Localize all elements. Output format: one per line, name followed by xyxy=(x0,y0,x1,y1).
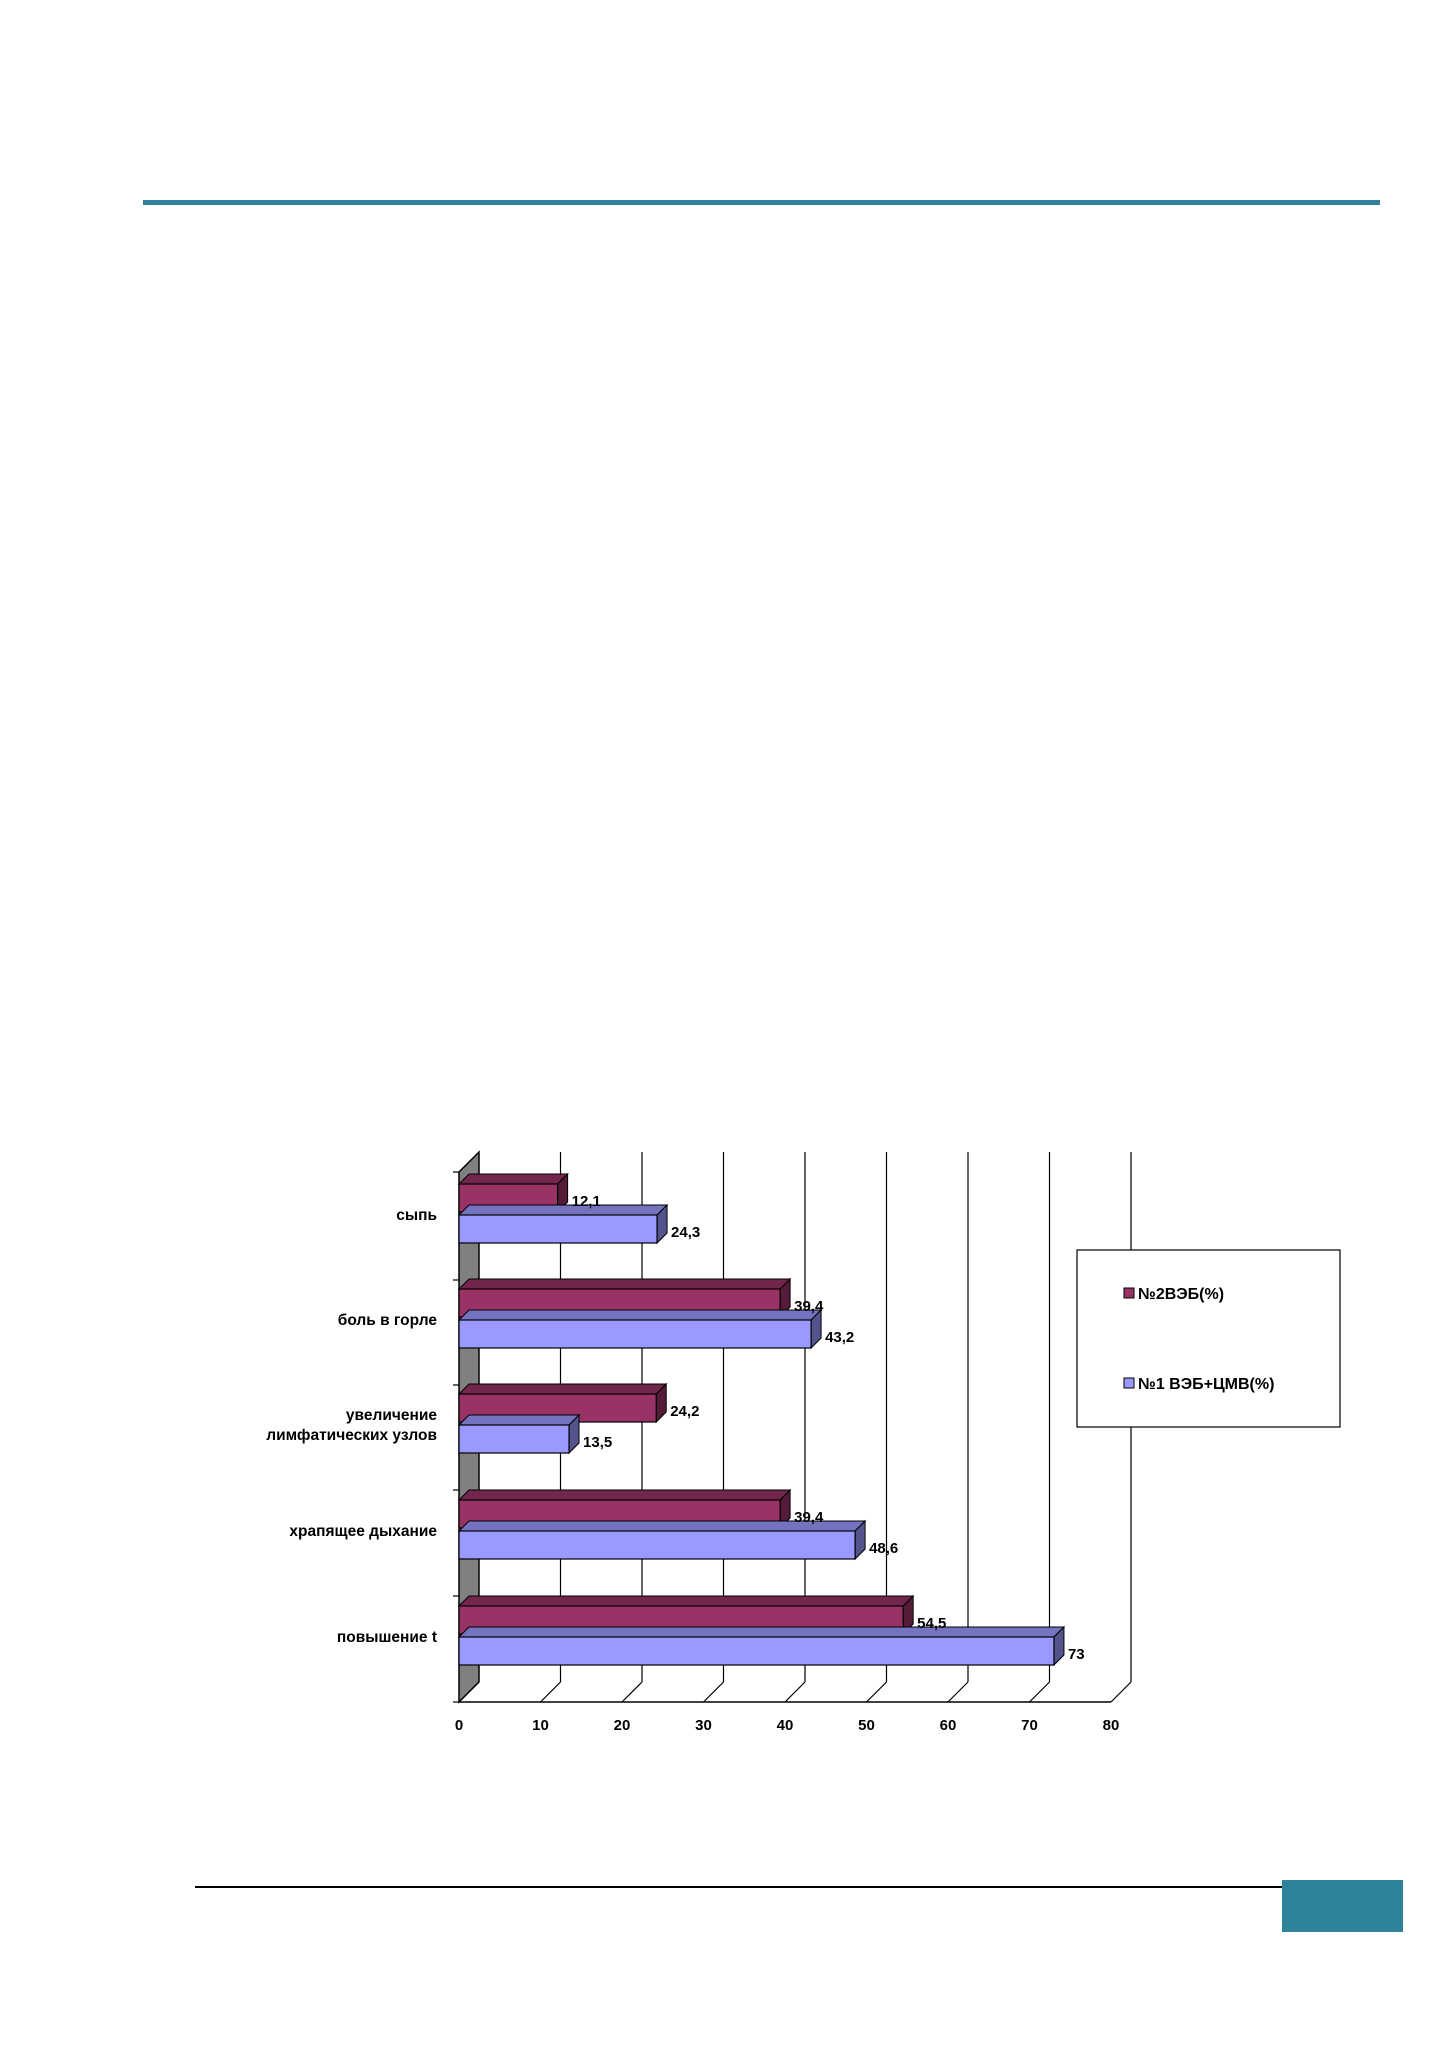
floor-line xyxy=(621,1681,643,1703)
chart-bars xyxy=(457,1172,1066,1667)
x-tick-label: 20 xyxy=(614,1717,631,1734)
legend-swatch xyxy=(1123,1287,1135,1299)
category-label: лимфатических узлов xyxy=(266,1427,437,1444)
data-label: 39,4 xyxy=(794,1509,824,1526)
data-label: 24,3 xyxy=(671,1224,700,1241)
x-tick-label: 50 xyxy=(858,1717,875,1734)
category-label: увеличение xyxy=(346,1407,437,1424)
x-tick-label: 10 xyxy=(532,1717,549,1734)
x-tick-label: 40 xyxy=(777,1717,794,1734)
category-label: боль в горле xyxy=(338,1312,438,1329)
x-tick-label: 30 xyxy=(695,1717,712,1734)
chart-axes xyxy=(453,1171,1111,1703)
bar-top-face xyxy=(457,1414,581,1426)
floor-line xyxy=(703,1681,724,1703)
bar-top-face xyxy=(457,1309,823,1321)
bar-top-face xyxy=(457,1489,792,1501)
data-label: 54,5 xyxy=(917,1615,946,1632)
category-label: сыпь xyxy=(396,1207,437,1224)
x-tick-label: 60 xyxy=(940,1717,957,1734)
chart-labels: 0 10 20 30 40 50 60 70 80 сыпь боль в горле увеличе… xyxy=(266,1193,1119,1734)
floor-line xyxy=(1110,1681,1132,1703)
bar xyxy=(458,1636,1055,1666)
bar-top-face xyxy=(457,1204,669,1216)
bar xyxy=(458,1214,658,1244)
data-label: 48,6 xyxy=(869,1540,898,1557)
bar xyxy=(458,1319,812,1349)
bar-top-face xyxy=(457,1173,569,1185)
bar xyxy=(458,1424,570,1454)
bar-top-face xyxy=(457,1595,915,1607)
x-tick-label: 0 xyxy=(455,1717,463,1734)
floor-line xyxy=(458,1681,480,1703)
data-label: 73 xyxy=(1068,1646,1085,1663)
legend-label: №1 ВЭБ+ЦМВ(%) xyxy=(1138,1376,1274,1393)
floor-line xyxy=(784,1681,806,1703)
legend-label: №2ВЭБ(%) xyxy=(1138,1286,1224,1303)
chart-legend: №2ВЭБ(%) №1 ВЭБ+ЦМВ(%) xyxy=(1076,1249,1341,1428)
data-label: 13,5 xyxy=(583,1434,612,1451)
bar-top-face xyxy=(457,1278,792,1290)
bar-top-face xyxy=(457,1383,668,1395)
category-label: повышение t xyxy=(337,1629,437,1646)
category-label: храпящее дыхание xyxy=(289,1523,437,1540)
page-number-tab xyxy=(1282,1880,1403,1932)
data-label: 12,1 xyxy=(572,1193,601,1210)
header-rule xyxy=(143,200,1380,205)
floor-line xyxy=(1029,1681,1050,1703)
footer-rule xyxy=(195,1886,1305,1888)
x-tick-label: 70 xyxy=(1021,1717,1038,1734)
bar-top-face xyxy=(457,1626,1066,1638)
bar xyxy=(458,1530,856,1560)
legend-swatch xyxy=(1123,1377,1135,1389)
floor-line xyxy=(866,1681,887,1703)
legend-box xyxy=(1076,1249,1341,1428)
data-label: 24,2 xyxy=(670,1403,699,1420)
floor-line xyxy=(540,1681,561,1703)
data-label: 39,4 xyxy=(794,1298,824,1315)
floor-line xyxy=(947,1681,969,1703)
x-tick-label: 80 xyxy=(1103,1717,1120,1734)
data-label: 43,2 xyxy=(825,1329,854,1346)
